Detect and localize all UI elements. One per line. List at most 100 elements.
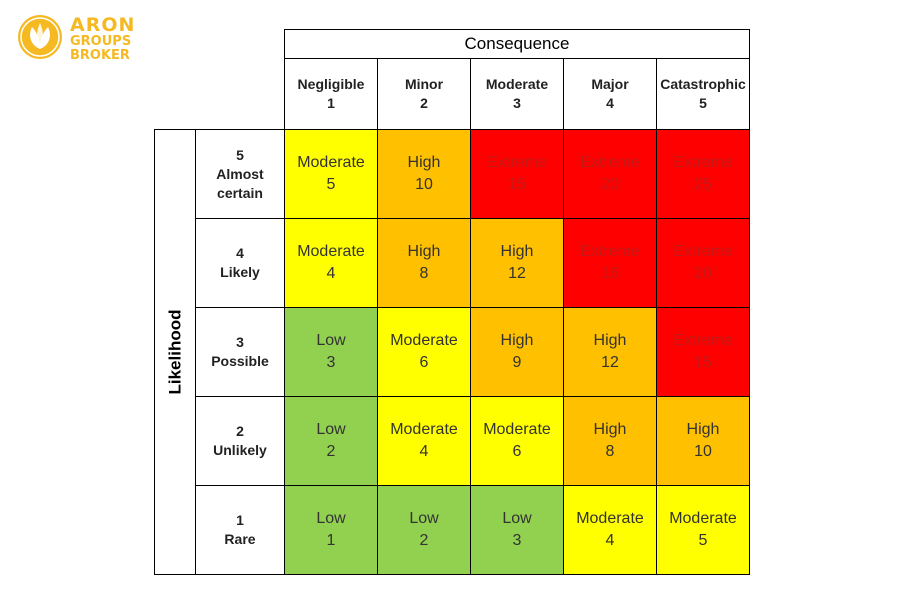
risk-level: High	[500, 332, 534, 349]
row-number: 4	[236, 245, 244, 261]
risk-score: 2	[419, 532, 429, 549]
row-header-possible: 3 Possible	[195, 307, 285, 397]
logo-line-3: BROKER	[70, 48, 130, 63]
risk-level: High	[407, 243, 441, 260]
aron-groups-logo: ARON GROUPS BROKER	[18, 15, 148, 67]
risk-score: 4	[326, 265, 336, 282]
risk-level: High	[686, 421, 720, 438]
column-label: Catastrophic	[660, 76, 746, 92]
row-number: 1	[236, 512, 244, 528]
logo-line-1: ARON	[70, 14, 136, 36]
risk-score: 12	[508, 265, 526, 282]
likelihood-title: Likelihood	[165, 309, 184, 395]
risk-level: Moderate	[297, 243, 365, 260]
risk-cell: Low 2	[284, 396, 378, 486]
risk-level: Extreme	[673, 154, 733, 171]
column-header-negligible: Negligible 1	[284, 58, 378, 130]
risk-score: 8	[419, 265, 429, 282]
risk-score: 25	[694, 176, 712, 193]
row-header-almost-certain: 5 Almost certain	[195, 129, 285, 219]
risk-level: Low	[409, 510, 439, 527]
row-header-likely: 4 Likely	[195, 218, 285, 308]
logo-wordmark: ARON GROUPS BROKER	[70, 16, 135, 63]
risk-level: Moderate	[297, 154, 365, 171]
risk-cell: High 8	[377, 218, 471, 308]
risk-score: 5	[698, 532, 708, 549]
risk-level: High	[407, 154, 441, 171]
risk-score: 3	[512, 532, 522, 549]
row-header-rare: 1 Rare	[195, 485, 285, 575]
risk-level: High	[593, 421, 627, 438]
risk-score: 1	[326, 532, 336, 549]
logo-line-2: GROUPS	[70, 34, 132, 49]
risk-cell: Moderate 6	[470, 396, 564, 486]
column-label: Major	[591, 76, 629, 92]
risk-score: 16	[601, 265, 619, 282]
risk-level: Moderate	[390, 332, 458, 349]
row-label: Unlikely	[213, 442, 267, 458]
column-number: 5	[699, 95, 707, 111]
leaf-logo-icon	[18, 15, 62, 59]
risk-level: Extreme	[487, 154, 547, 171]
risk-cell: High 10	[377, 129, 471, 219]
risk-cell: Low 1	[284, 485, 378, 575]
column-number: 3	[513, 95, 521, 111]
risk-cell: Moderate 5	[284, 129, 378, 219]
risk-level: Extreme	[673, 332, 733, 349]
risk-cell: Moderate 4	[284, 218, 378, 308]
risk-score: 4	[419, 443, 429, 460]
risk-cell: High 12	[563, 307, 657, 397]
row-label: Possible	[211, 353, 269, 369]
risk-score: 20	[694, 265, 712, 282]
consequence-header: Consequence	[284, 29, 750, 59]
row-number: 2	[236, 423, 244, 439]
column-number: 4	[606, 95, 614, 111]
risk-score: 6	[512, 443, 522, 460]
risk-cell: Extreme 20	[563, 129, 657, 219]
risk-score: 4	[605, 532, 615, 549]
risk-level: Low	[502, 510, 532, 527]
risk-cell: Low 3	[284, 307, 378, 397]
risk-cell: High 10	[656, 396, 750, 486]
risk-cell: Moderate 5	[656, 485, 750, 575]
risk-cell: High 8	[563, 396, 657, 486]
row-label: Likely	[220, 264, 260, 280]
risk-level: Moderate	[483, 421, 551, 438]
column-header-catastrophic: Catastrophic 5	[656, 58, 750, 130]
risk-score: 15	[508, 176, 526, 193]
risk-level: Moderate	[576, 510, 644, 527]
risk-cell: Extreme 15	[656, 307, 750, 397]
row-header-unlikely: 2 Unlikely	[195, 396, 285, 486]
row-label: Almost certain	[216, 165, 264, 201]
risk-score: 2	[326, 443, 336, 460]
column-header-minor: Minor 2	[377, 58, 471, 130]
risk-level: Moderate	[390, 421, 458, 438]
column-number: 1	[327, 95, 335, 111]
column-header-major: Major 4	[563, 58, 657, 130]
risk-score: 15	[694, 354, 712, 371]
risk-cell: High 12	[470, 218, 564, 308]
risk-level: High	[593, 332, 627, 349]
risk-cell: Extreme 15	[470, 129, 564, 219]
risk-cell: Extreme 20	[656, 218, 750, 308]
risk-cell: Moderate 6	[377, 307, 471, 397]
risk-cell: Moderate 4	[563, 485, 657, 575]
risk-cell: High 9	[470, 307, 564, 397]
risk-score: 6	[419, 354, 429, 371]
column-label: Negligible	[297, 76, 365, 92]
column-label: Minor	[404, 76, 444, 92]
row-number: 3	[236, 334, 244, 350]
risk-score: 3	[326, 354, 336, 371]
risk-score: 10	[694, 443, 712, 460]
risk-score: 20	[601, 176, 619, 193]
risk-score: 5	[326, 176, 336, 193]
risk-level: Low	[316, 332, 346, 349]
risk-score: 10	[415, 176, 433, 193]
column-number: 2	[420, 95, 428, 111]
risk-cell: Moderate 4	[377, 396, 471, 486]
column-header-moderate: Moderate 3	[470, 58, 564, 130]
risk-level: Extreme	[673, 243, 733, 260]
risk-cell: Extreme 16	[563, 218, 657, 308]
risk-level: Moderate	[669, 510, 737, 527]
risk-cell: Extreme 25	[656, 129, 750, 219]
